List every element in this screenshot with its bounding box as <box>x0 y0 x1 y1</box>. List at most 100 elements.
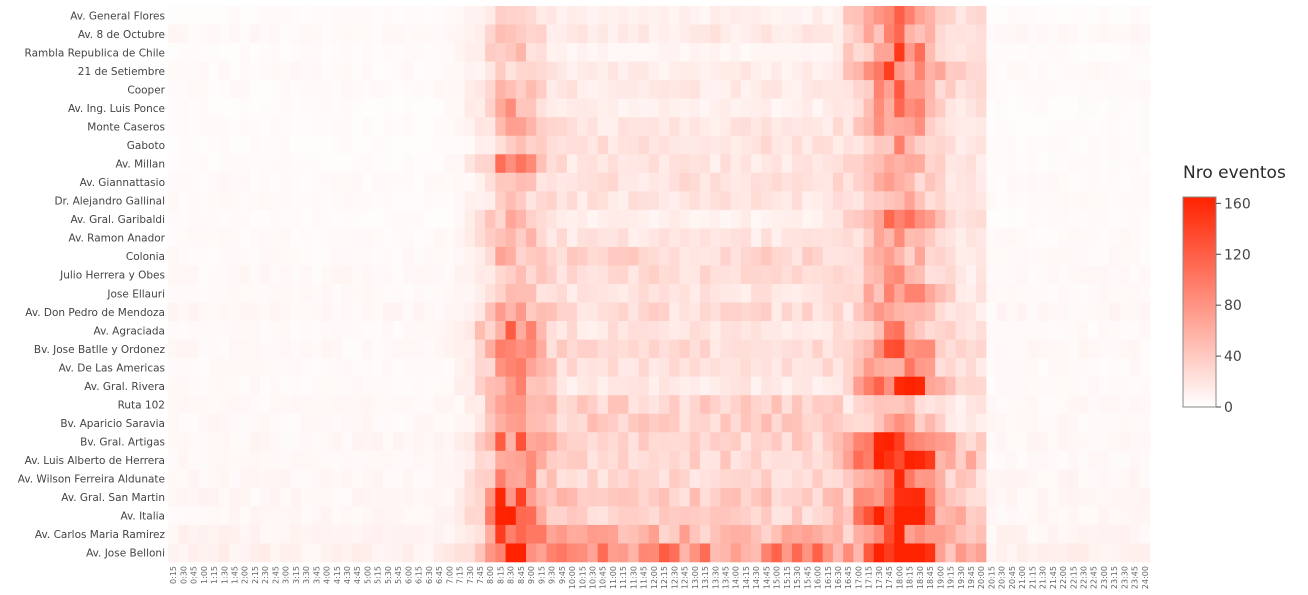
heatmap-cell <box>1057 358 1069 377</box>
x-tick-label: 12:45 <box>681 566 690 589</box>
heatmap-cell <box>280 450 292 470</box>
heatmap-cell <box>178 80 189 99</box>
heatmap-cell <box>628 543 639 563</box>
heatmap-cell <box>505 191 517 211</box>
heatmap-cell <box>393 321 404 340</box>
heatmap-cell <box>229 376 240 396</box>
heatmap-cell <box>618 413 629 433</box>
heatmap-cell <box>464 172 476 192</box>
heatmap-cell <box>249 135 261 155</box>
heatmap-cell <box>618 339 629 359</box>
heatmap-cell <box>679 246 690 266</box>
y-tick-label: Av. Ramon Anador <box>69 233 166 245</box>
heatmap-cell <box>433 228 445 248</box>
heatmap-cell <box>1129 117 1141 137</box>
heatmap-cell <box>863 246 875 266</box>
heatmap-cell <box>710 358 721 377</box>
heatmap-cell <box>321 43 332 62</box>
heatmap-cell <box>444 228 455 248</box>
heatmap-cell <box>352 450 363 470</box>
heatmap-cell <box>1006 135 1018 155</box>
heatmap-cell <box>628 284 639 303</box>
heatmap-cell <box>863 487 875 507</box>
heatmap-cell <box>188 524 199 544</box>
heatmap-cell <box>986 450 997 470</box>
heatmap-cell <box>178 265 189 285</box>
heatmap-cell <box>832 450 844 470</box>
heatmap-cell <box>751 450 762 470</box>
heatmap-cell <box>168 506 179 526</box>
heatmap-cell <box>280 228 292 248</box>
heatmap-cell <box>1027 413 1038 433</box>
heatmap-cell <box>884 284 895 303</box>
heatmap-cell <box>1037 358 1049 377</box>
heatmap-cell <box>178 61 189 81</box>
x-tick-label: 17:30 <box>875 566 884 589</box>
heatmap-cell <box>996 321 1008 340</box>
heatmap-cell <box>423 506 435 526</box>
heatmap-cell <box>393 506 404 526</box>
heatmap-cell <box>669 154 680 174</box>
heatmap-cell <box>577 98 588 118</box>
heatmap-cell <box>1027 524 1038 544</box>
heatmap-cell <box>945 506 956 526</box>
heatmap-cell <box>566 172 578 192</box>
heatmap-cell <box>413 246 425 266</box>
heatmap-cell <box>280 469 292 489</box>
heatmap-cell <box>311 302 322 322</box>
heatmap-cell <box>413 543 425 563</box>
heatmap-cell <box>485 339 496 359</box>
heatmap-cell <box>597 135 609 155</box>
heatmap-cell <box>321 321 332 340</box>
y-tick-label: Dr. Alejandro Gallinal <box>54 196 165 208</box>
heatmap-cell <box>689 284 701 303</box>
heatmap-cell <box>965 135 977 155</box>
heatmap-cell <box>249 284 261 303</box>
heatmap-cell <box>863 376 875 396</box>
heatmap-cell <box>1129 339 1141 359</box>
heatmap-cell <box>1098 450 1110 470</box>
heatmap-cell <box>1109 321 1120 340</box>
heatmap-cell <box>1119 228 1130 248</box>
heatmap-cell <box>270 284 281 303</box>
heatmap-cell <box>771 469 783 489</box>
heatmap-cell <box>413 284 425 303</box>
heatmap-cell <box>822 432 834 452</box>
heatmap-cell <box>843 395 854 415</box>
heatmap-cell <box>996 450 1008 470</box>
heatmap-cell <box>587 524 598 544</box>
heatmap-cell <box>1139 246 1151 266</box>
heatmap-cell <box>710 395 721 415</box>
heatmap-cell <box>607 209 619 229</box>
heatmap-cell <box>1119 6 1130 25</box>
heatmap-cell <box>863 524 875 544</box>
heatmap-cell <box>280 321 292 340</box>
heatmap-cell <box>607 117 619 137</box>
heatmap-cell <box>566 450 578 470</box>
heatmap-cell <box>433 376 445 396</box>
heatmap-cell <box>720 469 731 489</box>
heatmap-cell <box>812 432 823 452</box>
heatmap-cell <box>812 302 823 322</box>
heatmap-cell <box>413 524 425 544</box>
heatmap-cell <box>1119 376 1130 396</box>
heatmap-cell <box>976 302 987 322</box>
heatmap-cell <box>300 524 312 544</box>
heatmap-cell <box>648 98 660 118</box>
heatmap-cell <box>341 80 353 99</box>
heatmap-cell <box>884 543 895 563</box>
heatmap-cell <box>208 487 220 507</box>
heatmap-cell <box>178 506 189 526</box>
heatmap-cell <box>751 228 762 248</box>
heatmap-cell <box>1027 61 1038 81</box>
heatmap-cell <box>607 154 619 174</box>
heatmap-cell <box>812 543 823 563</box>
heatmap-cell <box>382 506 394 526</box>
heatmap-cell <box>577 61 588 81</box>
heatmap-cell <box>1088 135 1100 155</box>
heatmap-cell <box>730 154 742 174</box>
heatmap-cell <box>1098 395 1110 415</box>
heatmap-cell <box>464 191 476 211</box>
heatmap-cell <box>1098 191 1110 211</box>
heatmap-cell <box>382 154 394 174</box>
